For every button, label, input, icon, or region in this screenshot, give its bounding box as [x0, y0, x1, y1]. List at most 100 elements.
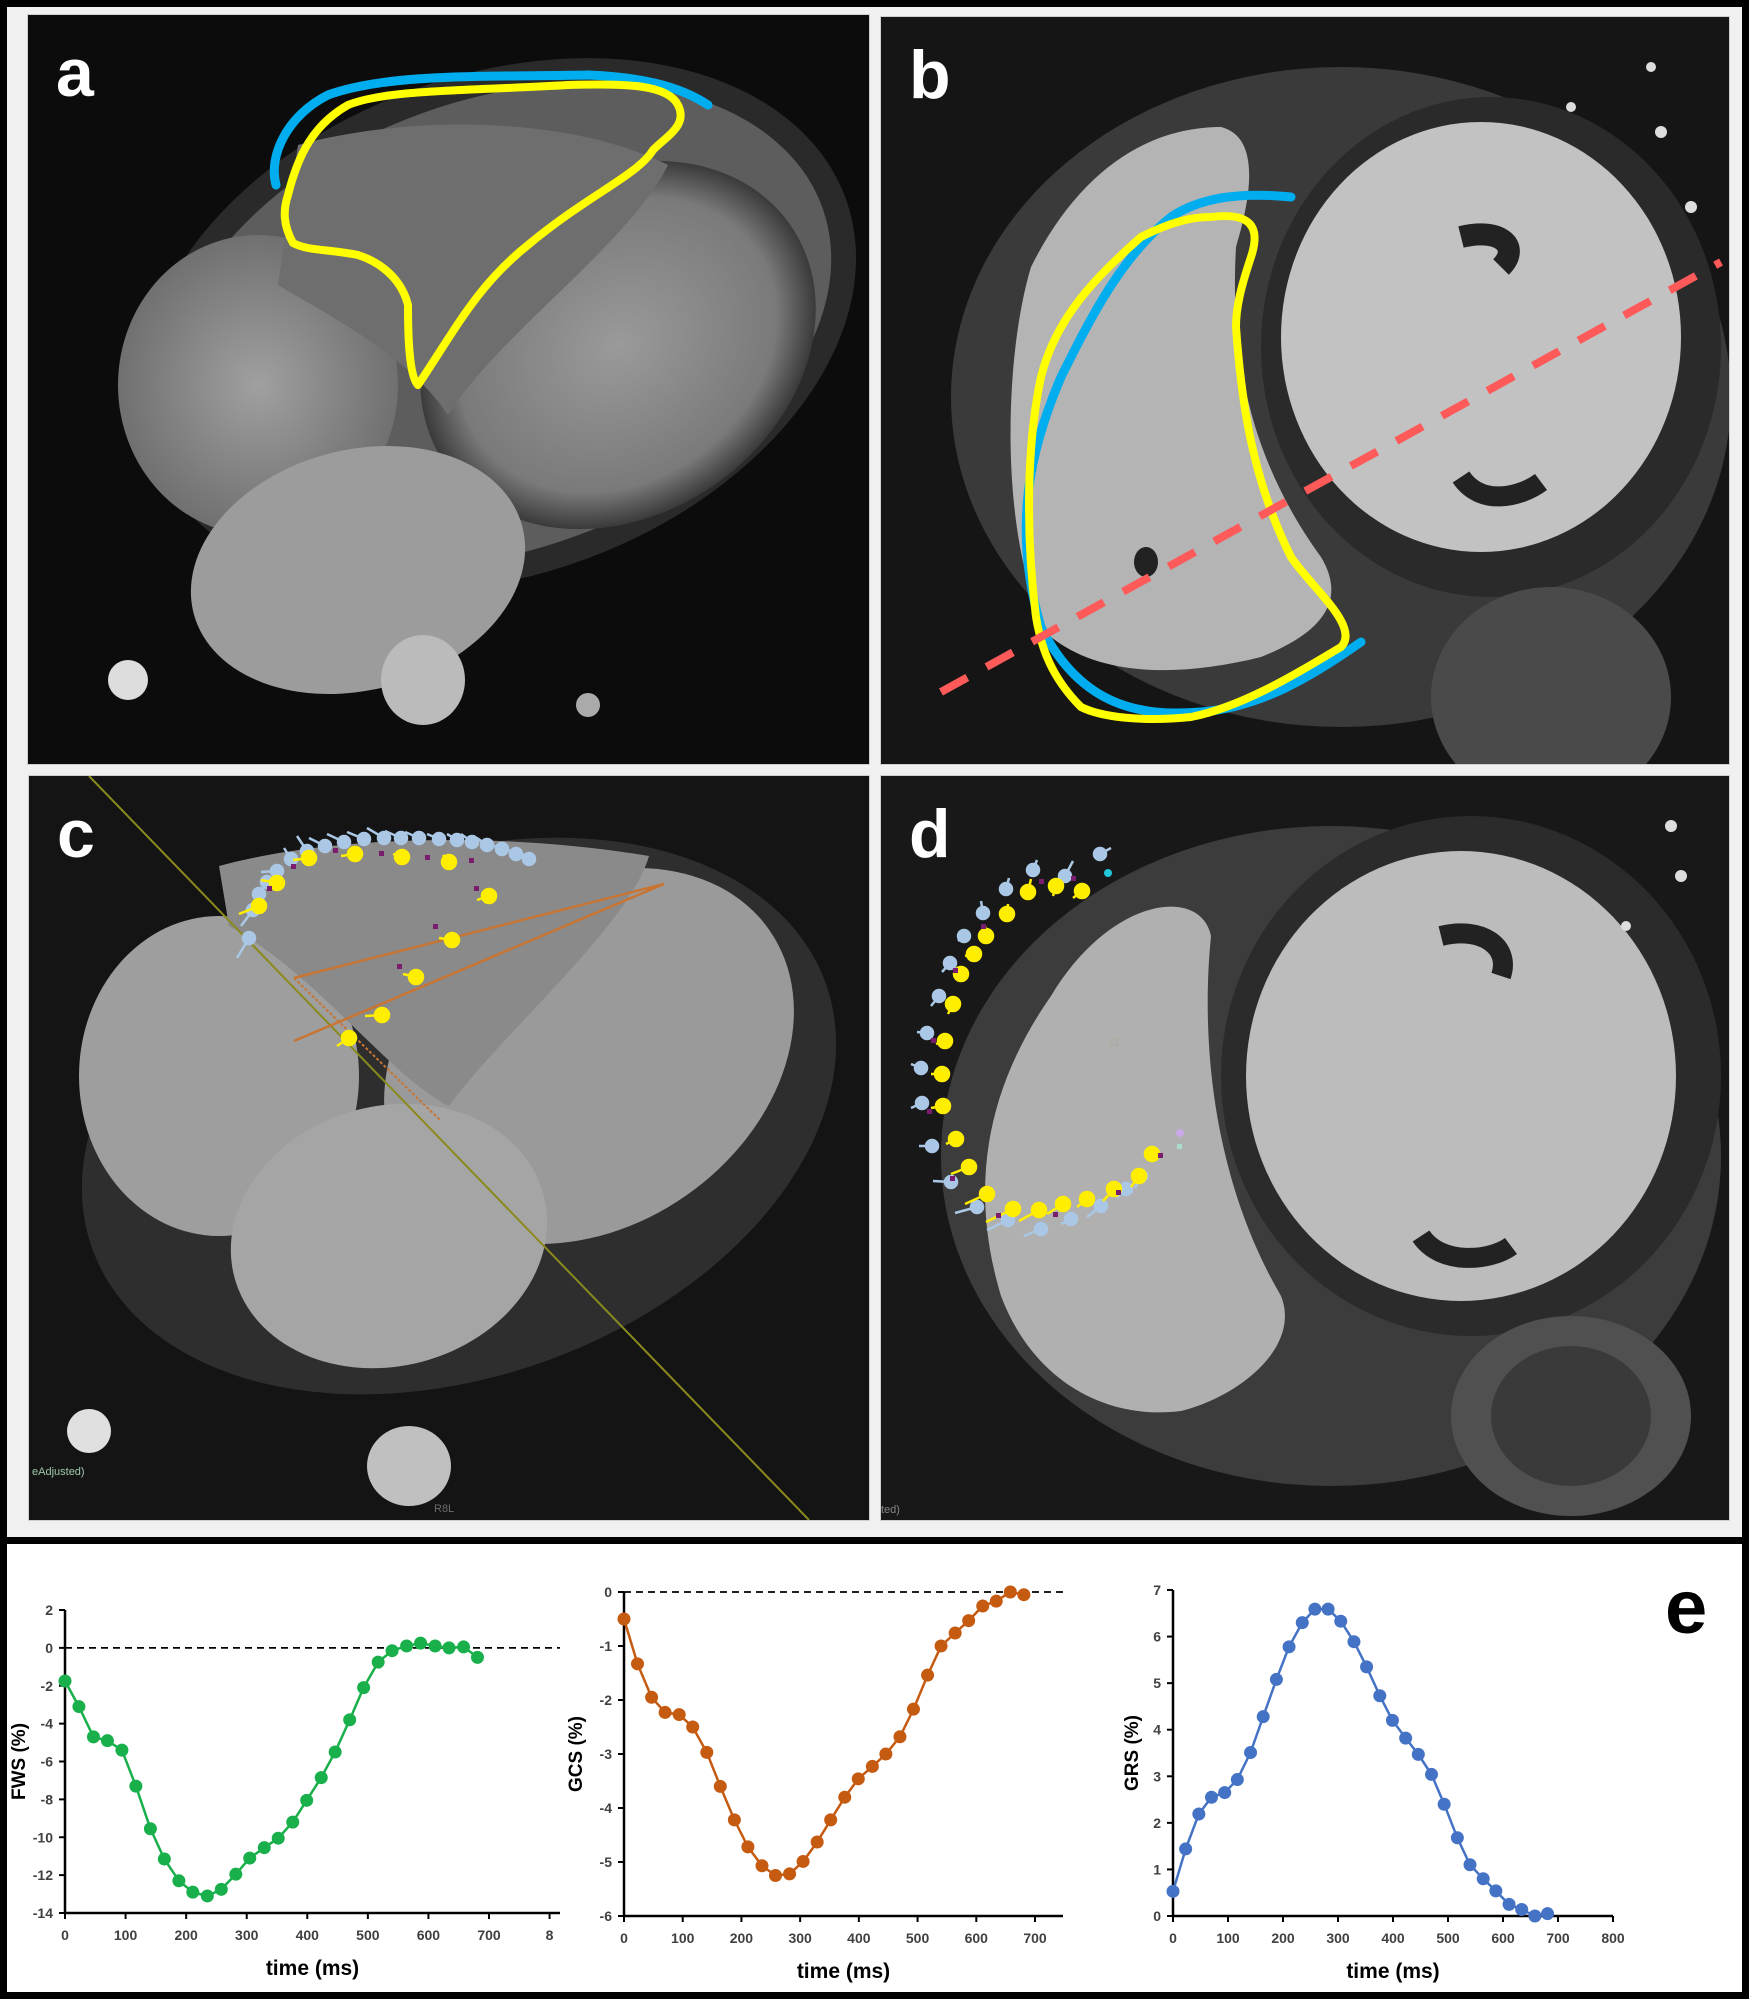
data-point — [672, 1708, 686, 1722]
tracking-points-outer — [235, 826, 537, 959]
y-tick-label: -6 — [41, 1754, 54, 1770]
data-point — [741, 1840, 755, 1854]
data-point — [229, 1867, 243, 1881]
x-tick-label: 0 — [61, 1927, 69, 1943]
y-tick-label: -4 — [41, 1716, 54, 1732]
data-point — [796, 1854, 810, 1868]
y-tick-label: -5 — [600, 1854, 613, 1870]
x-tick-label: 300 — [788, 1930, 812, 1946]
data-point — [1437, 1797, 1451, 1811]
long-axis-line — [88, 776, 810, 1520]
data-point — [286, 1815, 300, 1829]
data-point — [72, 1700, 86, 1714]
x-tick-label: 100 — [671, 1930, 695, 1946]
panel-a-image — [28, 15, 869, 764]
data-point — [700, 1745, 714, 1759]
data-point — [727, 1813, 741, 1827]
x-tick-label: 600 — [1491, 1930, 1515, 1946]
data-point — [1502, 1897, 1516, 1911]
series-line-fws — [63, 1641, 479, 1898]
y-tick-label: 0 — [604, 1584, 612, 1600]
data-point — [257, 1841, 271, 1855]
data-point — [243, 1851, 257, 1865]
x-tick-label: 200 — [1271, 1930, 1295, 1946]
panel-label-a: a — [56, 35, 94, 111]
x-tick-label: 200 — [174, 1927, 198, 1943]
overlay-text-c-left: eAdjusted) — [32, 1466, 85, 1478]
y-tick-label: -12 — [33, 1867, 53, 1883]
data-point — [989, 1594, 1003, 1608]
data-point — [1399, 1731, 1413, 1745]
y-tick-label: -3 — [600, 1746, 613, 1762]
data-point — [314, 1771, 328, 1785]
x-tick-label: 400 — [847, 1930, 871, 1946]
data-point — [962, 1614, 976, 1628]
x-axis-label: time (ms) — [797, 1960, 890, 1983]
y-tick-label: 7 — [1153, 1582, 1161, 1598]
data-point — [1411, 1747, 1425, 1761]
data-point — [948, 1626, 962, 1640]
data-point — [343, 1713, 357, 1727]
data-point — [906, 1702, 920, 1716]
x-tick-label: 0 — [1169, 1930, 1177, 1946]
data-point — [617, 1612, 631, 1626]
data-point — [1218, 1786, 1232, 1800]
y-tick-label: -2 — [41, 1678, 54, 1694]
y-axis-label: FWS (%) — [9, 1723, 30, 1800]
data-point — [1308, 1602, 1322, 1616]
x-tick-label: 100 — [1216, 1930, 1240, 1946]
endo-contour-a — [280, 80, 685, 389]
data-point — [414, 1636, 428, 1650]
x-tick-label: 8 — [546, 1927, 554, 1943]
data-point — [1515, 1902, 1529, 1916]
y-tick-label: -14 — [33, 1905, 53, 1921]
data-point — [1463, 1858, 1477, 1872]
panel-b: b — [880, 16, 1730, 765]
data-point — [457, 1640, 471, 1654]
endo-contour-b — [1025, 212, 1350, 723]
panel-d-image — [881, 776, 1729, 1520]
data-point — [1321, 1602, 1335, 1616]
data-point — [86, 1730, 100, 1744]
x-tick-label: 600 — [965, 1930, 989, 1946]
data-point — [893, 1730, 907, 1744]
x-tick-label: 600 — [417, 1927, 441, 1943]
tracking-points-inner — [238, 845, 498, 1048]
data-point — [371, 1655, 385, 1669]
data-point — [214, 1882, 228, 1896]
data-point — [157, 1852, 171, 1866]
x-tick-label: 400 — [1381, 1930, 1405, 1946]
x-tick-label: 700 — [1546, 1930, 1570, 1946]
data-point — [631, 1657, 645, 1671]
x-tick-label: 500 — [356, 1927, 380, 1943]
data-point — [755, 1859, 769, 1873]
mri-panels-section: a b — [7, 7, 1742, 1537]
x-tick-label: 500 — [906, 1930, 930, 1946]
x-tick-label: 0 — [620, 1930, 628, 1946]
data-point — [300, 1793, 314, 1807]
y-tick-label: 1 — [1153, 1861, 1161, 1877]
data-point — [400, 1639, 414, 1653]
data-point — [115, 1743, 129, 1757]
x-tick-label: 200 — [730, 1930, 754, 1946]
series-line-grs — [1171, 1607, 1548, 1918]
overlay-text-c-bottom: R8L — [434, 1503, 455, 1515]
data-point — [1269, 1672, 1283, 1686]
y-tick-label: 2 — [45, 1602, 53, 1618]
data-point — [1541, 1907, 1555, 1921]
data-point — [1244, 1746, 1258, 1760]
x-tick-label: 300 — [1326, 1930, 1350, 1946]
data-point — [934, 1639, 948, 1653]
red-dashed-line — [939, 258, 1723, 696]
data-point — [172, 1874, 186, 1888]
data-point — [1017, 1588, 1031, 1602]
section-separator — [0, 1537, 1749, 1544]
data-point — [713, 1779, 727, 1793]
panel-c: c eAdjusted) R8L — [28, 775, 870, 1521]
data-point — [976, 1599, 990, 1613]
y-axis-label: GCS (%) — [566, 1716, 587, 1792]
x-tick-label: 400 — [296, 1927, 320, 1943]
series-line-gcs — [622, 1590, 1025, 1877]
data-point — [1360, 1660, 1374, 1674]
